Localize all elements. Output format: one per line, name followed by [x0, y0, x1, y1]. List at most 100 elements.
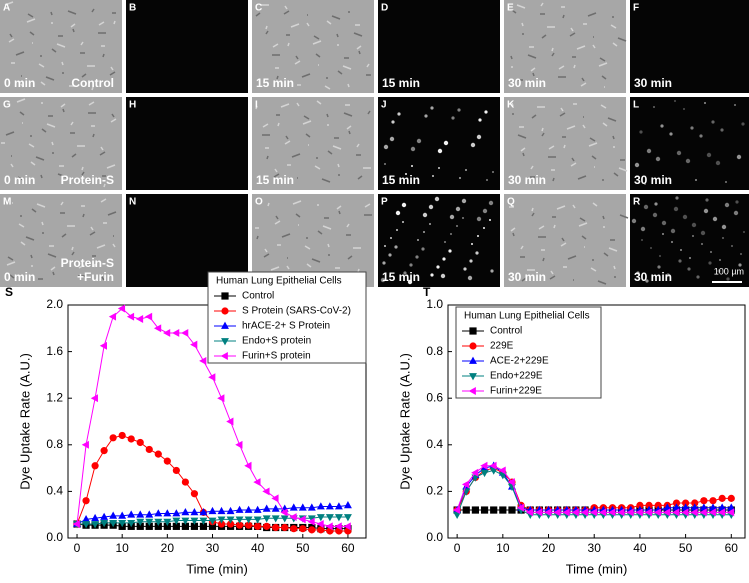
cell — [567, 255, 577, 260]
data-point — [217, 516, 226, 524]
data-point — [99, 341, 108, 350]
x-tick-label: 50 — [679, 541, 693, 555]
cell — [598, 62, 608, 67]
data-point — [498, 472, 507, 480]
cell — [6, 261, 16, 266]
data-point — [136, 510, 145, 518]
fluorescent-cell — [715, 160, 721, 166]
data-point — [109, 511, 118, 519]
fluorescent-cell — [467, 275, 473, 281]
cell — [265, 30, 269, 35]
cell — [312, 40, 322, 45]
data-point — [181, 522, 189, 530]
cell — [51, 48, 57, 53]
data-point — [480, 469, 489, 478]
cell — [96, 244, 106, 249]
cell — [511, 102, 514, 107]
fluorescence-image — [126, 0, 248, 93]
data-point — [217, 520, 226, 528]
cell — [590, 267, 597, 272]
cell — [38, 63, 45, 68]
cell — [20, 241, 26, 246]
data-point — [153, 324, 162, 333]
cell — [61, 61, 64, 66]
data-point — [235, 440, 243, 449]
cell — [357, 175, 363, 180]
legend-marker — [221, 338, 229, 346]
data-point — [690, 508, 698, 517]
fluorescent-cell — [436, 265, 440, 269]
data-point — [289, 503, 298, 511]
panel-letter: Q — [507, 197, 515, 208]
y-tick-label: 2.0 — [46, 297, 63, 311]
cell — [542, 257, 545, 262]
data-point — [599, 508, 607, 517]
fluorescent-cell — [655, 156, 661, 162]
data-point — [343, 501, 352, 509]
data-point — [235, 505, 244, 513]
data-point — [672, 508, 680, 517]
fluorescent-cell — [670, 228, 676, 234]
data-point — [145, 445, 153, 454]
fluorescent-cell — [692, 235, 694, 237]
cell — [566, 125, 576, 130]
cell — [280, 103, 290, 108]
legend-label: Endo+229E — [490, 371, 543, 382]
fluorescent-cell — [483, 227, 485, 229]
cell — [89, 231, 96, 236]
cell — [521, 22, 524, 27]
data-point — [244, 505, 253, 513]
cell — [100, 198, 107, 203]
fluorescent-cell — [471, 243, 473, 245]
cell — [72, 28, 75, 33]
cell — [62, 108, 65, 113]
data-point — [544, 508, 552, 517]
fluorescent-cell — [401, 202, 407, 208]
cell — [287, 42, 290, 47]
cell — [41, 128, 47, 133]
fluorescent-cell — [391, 120, 395, 124]
data-point — [208, 517, 217, 525]
data-point — [72, 520, 80, 528]
data-point — [118, 511, 127, 519]
panel-letter: H — [129, 100, 136, 111]
data-point — [163, 518, 172, 527]
legend-label: Furin+229E — [490, 386, 542, 397]
data-point — [307, 503, 316, 511]
cell — [67, 10, 77, 15]
cell — [562, 14, 565, 19]
cell — [589, 137, 596, 142]
data-point — [654, 501, 662, 509]
cell — [358, 50, 361, 55]
fluorescent-cell — [699, 134, 703, 138]
x-tick-label: 10 — [116, 541, 130, 555]
cell — [618, 167, 628, 172]
cell — [264, 248, 268, 253]
data-point — [109, 434, 117, 442]
cell — [256, 235, 259, 240]
panel-letter: M — [3, 197, 11, 208]
data-point — [145, 518, 154, 527]
fluorescent-cell — [384, 245, 386, 247]
fluorescent-cell — [683, 108, 685, 110]
cell — [8, 38, 15, 43]
cell — [45, 76, 55, 81]
fluorescent-cell — [417, 239, 419, 241]
data-point — [226, 516, 235, 524]
fluorescent-cell — [465, 169, 467, 171]
cell — [100, 146, 104, 151]
cell — [610, 24, 617, 29]
data-point — [172, 517, 181, 525]
fluorescent-cell — [646, 148, 652, 154]
fluorescent-cell — [423, 231, 425, 233]
fluorescent-cell — [484, 110, 488, 114]
series-line — [456, 467, 732, 511]
fluorescent-cell — [695, 179, 697, 181]
legend-label: S Protein (SARS-CoV-2) — [242, 306, 351, 317]
data-point — [82, 497, 90, 505]
data-point — [163, 509, 172, 517]
data-point — [253, 478, 261, 487]
fluorescent-cell — [653, 106, 655, 108]
data-point — [298, 515, 306, 524]
